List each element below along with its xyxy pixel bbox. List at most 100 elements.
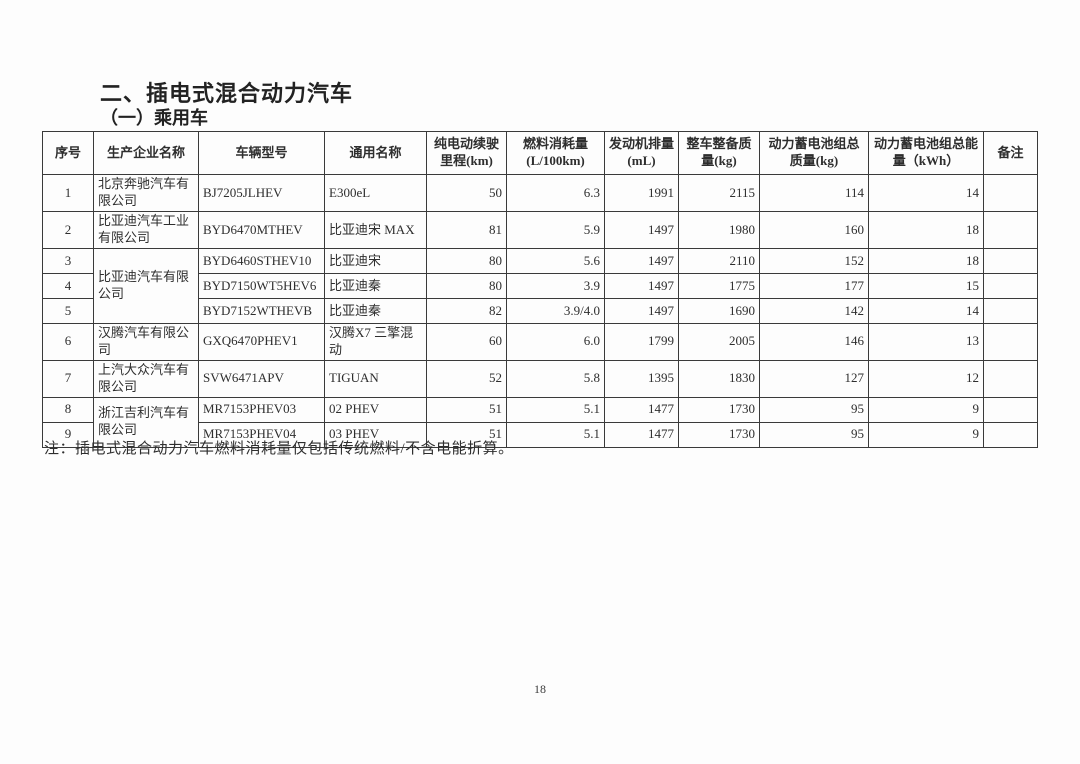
battery-energy-cell: 13 (868, 323, 984, 361)
battery-energy-cell: 9 (868, 396, 984, 423)
footnote: 注：插电式混合动力汽车燃料消耗量仅包括传统燃料/不含电能折算。 (44, 441, 514, 457)
no-cell: 5 (42, 298, 94, 324)
battery-mass-cell: 177 (759, 273, 869, 299)
curb-weight-cell: 1775 (678, 273, 760, 299)
displacement-cell: 1799 (604, 323, 679, 361)
remark-cell (983, 174, 1038, 212)
displacement-cell: 1477 (604, 421, 679, 448)
section-title: 二、插电式混合动力汽车 (100, 81, 354, 106)
displacement-cell: 1497 (604, 248, 679, 274)
range-cell: 60 (426, 323, 507, 361)
battery-mass-cell: 152 (759, 248, 869, 274)
remark-cell (983, 211, 1038, 249)
header-battery-energy: 动力蓄电池组总能量（kWh） (868, 131, 984, 175)
curb-weight-cell: 2005 (678, 323, 760, 361)
header-engine-displacement: 发动机排量(mL) (604, 131, 679, 175)
curb-weight-cell: 1730 (678, 421, 760, 448)
table-body: 1 北京奔驰汽车有限公司 BJ7205JLHEV E300eL 50 6.3 1… (42, 174, 1038, 448)
fuel-cell: 3.9 (506, 273, 605, 299)
displacement-cell: 1497 (604, 298, 679, 324)
fuel-cell: 5.6 (506, 248, 605, 274)
header-manufacturer: 生产企业名称 (93, 131, 199, 175)
range-cell: 82 (426, 298, 507, 324)
manufacturer-cell: 上汽大众汽车有限公司 (93, 359, 199, 398)
range-cell: 51 (426, 396, 507, 423)
fuel-cell: 5.1 (506, 396, 605, 423)
range-cell: 51 (426, 421, 507, 448)
remark-cell (983, 248, 1038, 274)
manufacturer-cell: 比亚迪汽车工业有限公司 (93, 211, 199, 249)
model-cell: BYD7150WT5HEV6 (198, 273, 325, 299)
battery-energy-cell: 14 (868, 298, 984, 324)
manufacturer-cell-merged: 比亚迪汽车有限公司 (93, 248, 199, 324)
table-row: 7 上汽大众汽车有限公司 SVW6471APV TIGUAN 52 5.8 13… (42, 359, 1038, 398)
header-row: 序号 生产企业名称 车辆型号 通用名称 纯电动续驶里程(km) 燃料消耗量(L/… (42, 131, 1038, 175)
subsection-title: （一）乘用车 (100, 108, 208, 128)
range-cell: 81 (426, 211, 507, 249)
battery-mass-cell: 142 (759, 298, 869, 324)
no-cell: 9 (42, 421, 94, 448)
model-cell: GXQ6470PHEV1 (198, 323, 325, 361)
displacement-cell: 1477 (604, 396, 679, 423)
header-no: 序号 (42, 131, 94, 175)
header-electric-range: 纯电动续驶里程(km) (426, 131, 507, 175)
header-curb-weight: 整车整备质量(kg) (678, 131, 760, 175)
fuel-cell: 6.3 (506, 174, 605, 212)
fuel-cell: 5.9 (506, 211, 605, 249)
header-common-name: 通用名称 (324, 131, 427, 175)
table-row: 6 汉腾汽车有限公司 GXQ6470PHEV1 汉腾X7 三擎混动 60 6.0… (42, 323, 1038, 361)
table-row: 5 BYD7152WTHEVB 比亚迪秦 82 3.9/4.0 1497 169… (42, 298, 1038, 324)
displacement-cell: 1497 (604, 211, 679, 249)
model-cell: BYD6460STHEV10 (198, 248, 325, 274)
battery-mass-cell: 95 (759, 421, 869, 448)
model-cell: SVW6471APV (198, 359, 325, 398)
battery-energy-cell: 15 (868, 273, 984, 299)
common-name-cell: TIGUAN (324, 359, 427, 398)
table-row: 8 浙江吉利汽车有限公司 MR7153PHEV03 02 PHEV 51 5.1… (42, 396, 1038, 448)
common-name-cell: E300eL (324, 174, 427, 212)
header-fuel-consumption: 燃料消耗量(L/100km) (506, 131, 605, 175)
battery-energy-cell: 9 (868, 421, 984, 448)
common-name-cell: 汉腾X7 三擎混动 (324, 323, 427, 361)
curb-weight-cell: 1980 (678, 211, 760, 249)
battery-energy-cell: 18 (868, 248, 984, 274)
no-cell: 1 (42, 174, 94, 212)
range-cell: 80 (426, 248, 507, 274)
remark-cell (983, 323, 1038, 361)
battery-energy-cell: 14 (868, 174, 984, 212)
common-name-cell: 比亚迪宋 (324, 248, 427, 274)
no-cell: 3 (42, 248, 94, 274)
model-cell: MR7153PHEV04 (198, 421, 325, 448)
table-row: 2 比亚迪汽车工业有限公司 BYD6470MTHEV 比亚迪宋 MAX 81 5… (42, 211, 1038, 249)
no-cell: 4 (42, 273, 94, 299)
displacement-cell: 1395 (604, 359, 679, 398)
curb-weight-cell: 1690 (678, 298, 760, 324)
no-cell: 2 (42, 211, 94, 249)
battery-mass-cell: 95 (759, 396, 869, 423)
battery-energy-cell: 12 (868, 359, 984, 398)
battery-mass-cell: 146 (759, 323, 869, 361)
no-cell: 7 (42, 359, 94, 398)
curb-weight-cell: 2110 (678, 248, 760, 274)
common-name-cell: 比亚迪秦 (324, 298, 427, 324)
fuel-cell: 3.9/4.0 (506, 298, 605, 324)
model-cell: BJ7205JLHEV (198, 174, 325, 212)
table-row: 9 MR7153PHEV04 03 PHEV 51 5.1 1477 1730 … (42, 421, 1038, 448)
no-cell: 8 (42, 396, 94, 423)
displacement-cell: 1991 (604, 174, 679, 212)
header-remark: 备注 (983, 131, 1038, 175)
model-cell: BYD6470MTHEV (198, 211, 325, 249)
range-cell: 80 (426, 273, 507, 299)
remark-cell (983, 273, 1038, 299)
table-row: 1 北京奔驰汽车有限公司 BJ7205JLHEV E300eL 50 6.3 1… (42, 174, 1038, 212)
remark-cell (983, 421, 1038, 448)
manufacturer-cell-merged: 浙江吉利汽车有限公司 (93, 396, 199, 448)
header-battery-mass: 动力蓄电池组总质量(kg) (759, 131, 869, 175)
displacement-cell: 1497 (604, 273, 679, 299)
page-number: 18 (534, 682, 546, 696)
no-cell: 6 (42, 323, 94, 361)
common-name-cell: 02 PHEV (324, 396, 427, 423)
battery-mass-cell: 127 (759, 359, 869, 398)
model-cell: BYD7152WTHEVB (198, 298, 325, 324)
